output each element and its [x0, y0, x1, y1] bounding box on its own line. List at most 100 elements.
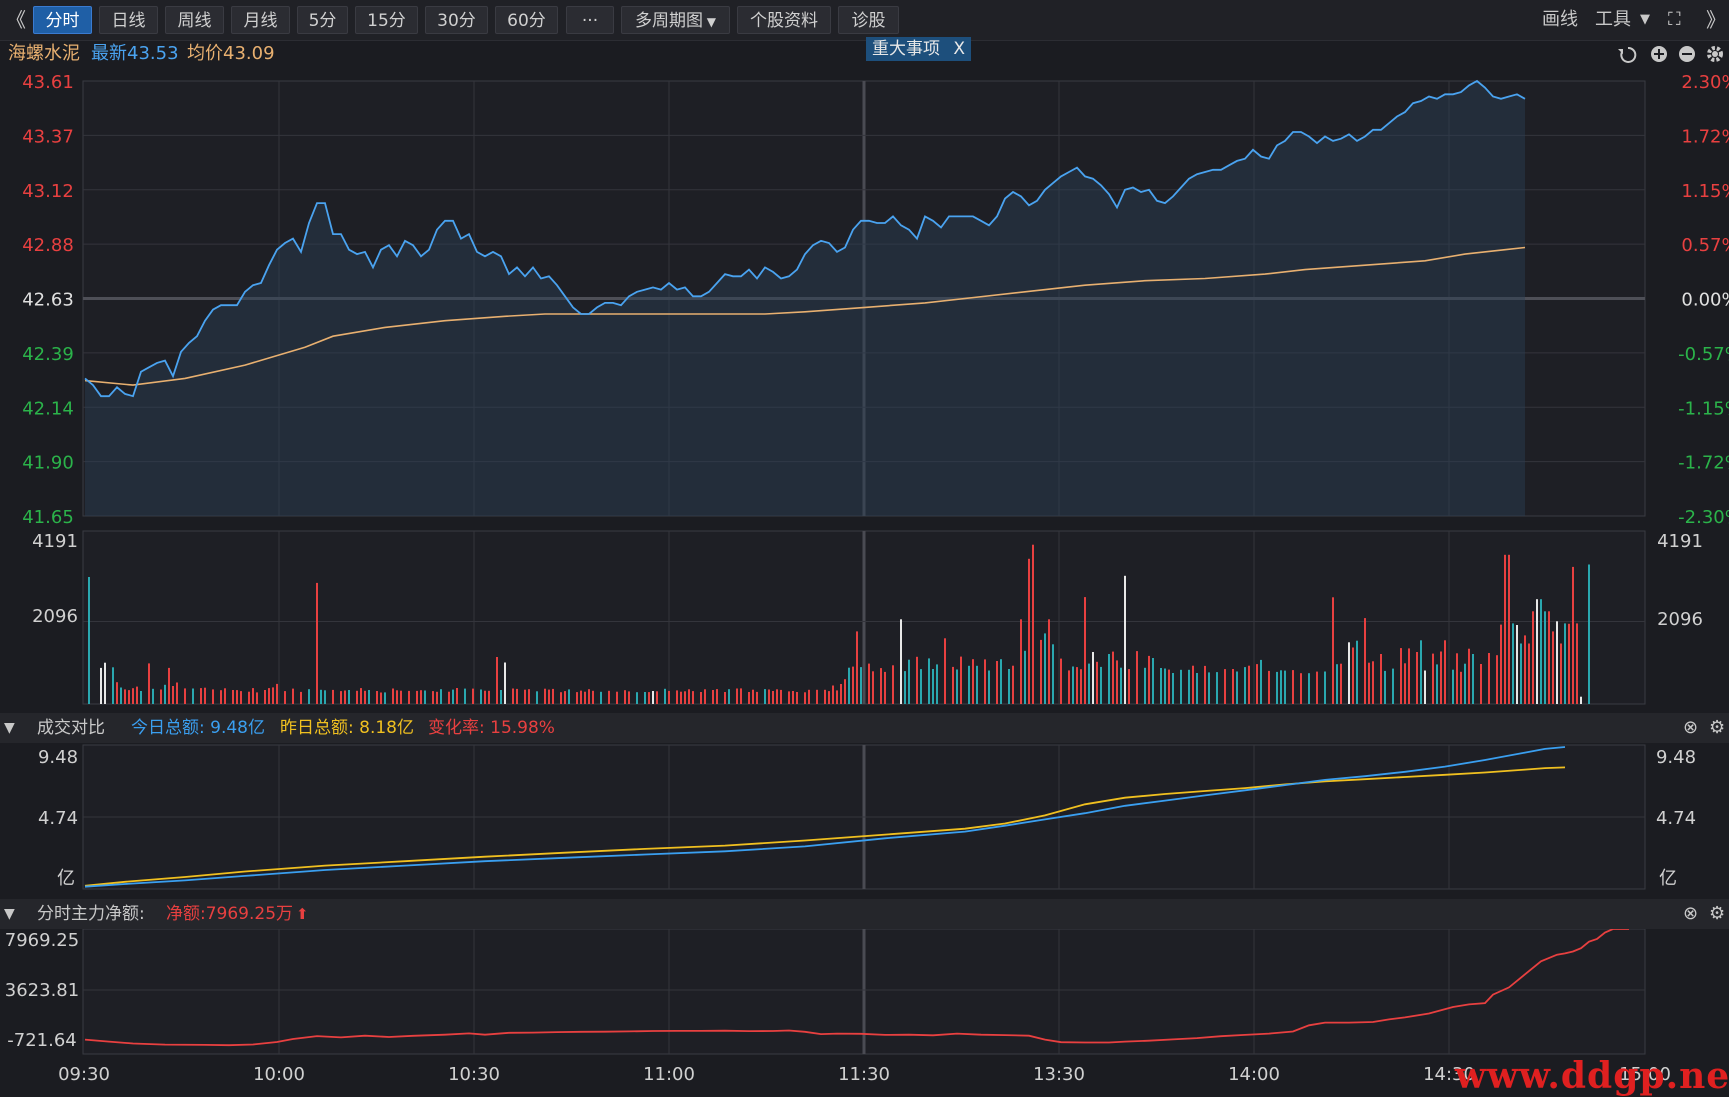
volume-compare-collapse-icon[interactable]: ▼	[4, 720, 15, 736]
volume-bar	[984, 659, 986, 704]
volume-bar	[1460, 671, 1462, 704]
main-net-collapse-icon[interactable]: ▼	[4, 906, 15, 922]
collapse-left-icon[interactable]: 《	[6, 8, 26, 32]
time-tick-label: 15:00	[1619, 1064, 1671, 1085]
fullscreen-icon[interactable]: ⛶	[1668, 9, 1681, 30]
tab-10[interactable]: 个股资料	[737, 6, 831, 34]
volume-bar	[624, 690, 626, 704]
volume-bar	[1292, 670, 1294, 704]
zoom-out-icon[interactable]	[1679, 46, 1695, 62]
volume-bar	[456, 688, 458, 704]
volume-bar	[552, 688, 554, 704]
chart-toolbar: 《 分时 日线 周线 月线 5分 15分 30分 60分 ··· 多周期图 ▼ 个股资料 诊股 画线 …	[0, 0, 1729, 41]
compare-tick-label: 4.74	[38, 808, 78, 829]
volume-bar	[512, 688, 514, 704]
latest-price: 最新43.53	[91, 43, 179, 64]
pct-tick-label: -0.57%	[1678, 344, 1729, 365]
volume-bar	[1188, 669, 1190, 704]
volume-bar	[1060, 658, 1062, 704]
volume-bar	[1276, 671, 1278, 704]
tab-4[interactable]: 5分	[297, 6, 348, 34]
major-events-close-icon[interactable]: X	[953, 39, 966, 59]
volume-bar	[436, 691, 438, 704]
volume-bar	[844, 679, 846, 704]
main-net-settings-icon[interactable]: ⚙	[1709, 903, 1726, 924]
tab-3[interactable]: 月线	[231, 6, 290, 34]
price-tick-label: 43.12	[22, 181, 74, 202]
major-events-tag[interactable]: 重大事项 X	[866, 37, 972, 61]
volume-bar	[432, 691, 434, 704]
volume-bar	[956, 669, 958, 704]
volume-bar	[1364, 618, 1366, 704]
volume-bar	[1576, 623, 1578, 704]
volume-bar	[560, 692, 562, 704]
volume-bar	[1556, 621, 1558, 704]
tab-0[interactable]: 分时	[33, 6, 92, 34]
volume-bar	[592, 690, 594, 704]
volume-bar	[1152, 658, 1154, 704]
volume-bar	[284, 691, 286, 704]
tab-8[interactable]: ···	[566, 6, 614, 34]
volume-bar	[416, 690, 418, 704]
volume-compare-settings-icon[interactable]: ⚙	[1709, 717, 1726, 738]
tab-11[interactable]: 诊股	[838, 6, 899, 34]
volume-bar	[832, 685, 834, 704]
zoom-in-icon[interactable]	[1651, 46, 1667, 62]
volume-bar	[788, 691, 790, 704]
volume-tick-label: 4191	[32, 531, 78, 552]
multi-period-caret-icon[interactable]: ▼	[702, 15, 717, 29]
draw-line-button[interactable]: 画线	[1542, 9, 1578, 30]
volume-bar	[1436, 664, 1438, 704]
tools-caret-icon[interactable]: ▼	[1640, 12, 1650, 27]
volume-bar	[480, 689, 482, 704]
volume-bar	[1024, 650, 1026, 704]
tab-2[interactable]: 周线	[165, 6, 224, 34]
volume-bar	[396, 690, 398, 704]
settings-icon[interactable]	[1707, 46, 1723, 62]
tab-7[interactable]: 60分	[495, 6, 558, 34]
collapse-right-icon[interactable]: 》	[1706, 8, 1726, 32]
today-total-line	[84, 746, 1566, 888]
pct-tick-label: -1.72%	[1678, 453, 1729, 474]
volume-bar	[112, 667, 114, 704]
volume-bar	[700, 692, 702, 704]
stock-name: 海螺水泥	[8, 43, 80, 64]
volume-bar	[1440, 651, 1442, 704]
volume-bar	[176, 682, 178, 704]
volume-bar	[380, 692, 382, 704]
volume-bar	[500, 690, 502, 704]
volume-bar	[1308, 673, 1310, 704]
compare-tick-label: 亿	[1659, 868, 1677, 889]
volume-bar	[1096, 661, 1098, 704]
volume-bar	[1108, 654, 1110, 704]
average-price: 均价43.09	[187, 43, 275, 64]
volume-bar	[472, 688, 474, 704]
tab-5[interactable]: 15分	[355, 6, 418, 34]
volume-bar	[204, 687, 206, 704]
tab-6[interactable]: 30分	[425, 6, 488, 34]
tab-1[interactable]: 日线	[99, 6, 158, 34]
volume-bar	[292, 688, 294, 704]
tab-9[interactable]: 多周期图 ▼	[621, 6, 730, 34]
volume-bar	[256, 692, 258, 704]
quote-info-bar: 海螺水泥 最新43.53 均价43.09	[0, 40, 1729, 68]
volume-bar	[424, 690, 426, 704]
volume-bar	[548, 689, 550, 704]
undo-icon[interactable]	[1618, 46, 1637, 63]
volume-compare-close-icon[interactable]: ⊗	[1683, 717, 1699, 738]
volume-bar	[368, 690, 370, 704]
volume-bar	[1116, 660, 1118, 704]
compare-tick-label: 9.48	[38, 747, 78, 768]
volume-bar	[1472, 654, 1474, 704]
volume-bar	[1088, 663, 1090, 704]
volume-bar	[1084, 597, 1086, 704]
volume-bar	[1528, 643, 1530, 704]
volume-bar	[692, 691, 694, 704]
volume-bar	[1256, 664, 1258, 704]
tools-button[interactable]: 工具	[1595, 9, 1631, 30]
volume-bar	[1040, 639, 1042, 704]
volume-bar	[688, 689, 690, 704]
volume-bar	[868, 663, 870, 704]
main-net-close-icon[interactable]: ⊗	[1683, 903, 1699, 924]
